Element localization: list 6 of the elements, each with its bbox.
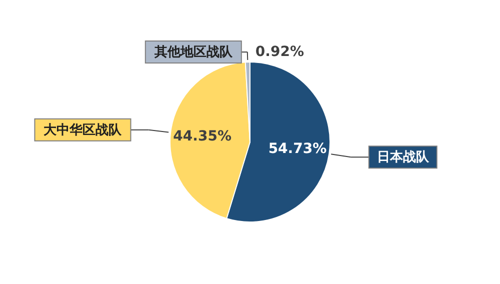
data-label: 44.35% xyxy=(173,128,232,144)
slice-label: 日本战队 xyxy=(376,150,430,166)
data-label: 54.73% xyxy=(268,141,327,158)
slice-label: 大中华区战队 xyxy=(44,122,123,138)
slice-label: 其他地区战队 xyxy=(153,45,234,60)
data-label: 0.92% xyxy=(255,44,304,60)
